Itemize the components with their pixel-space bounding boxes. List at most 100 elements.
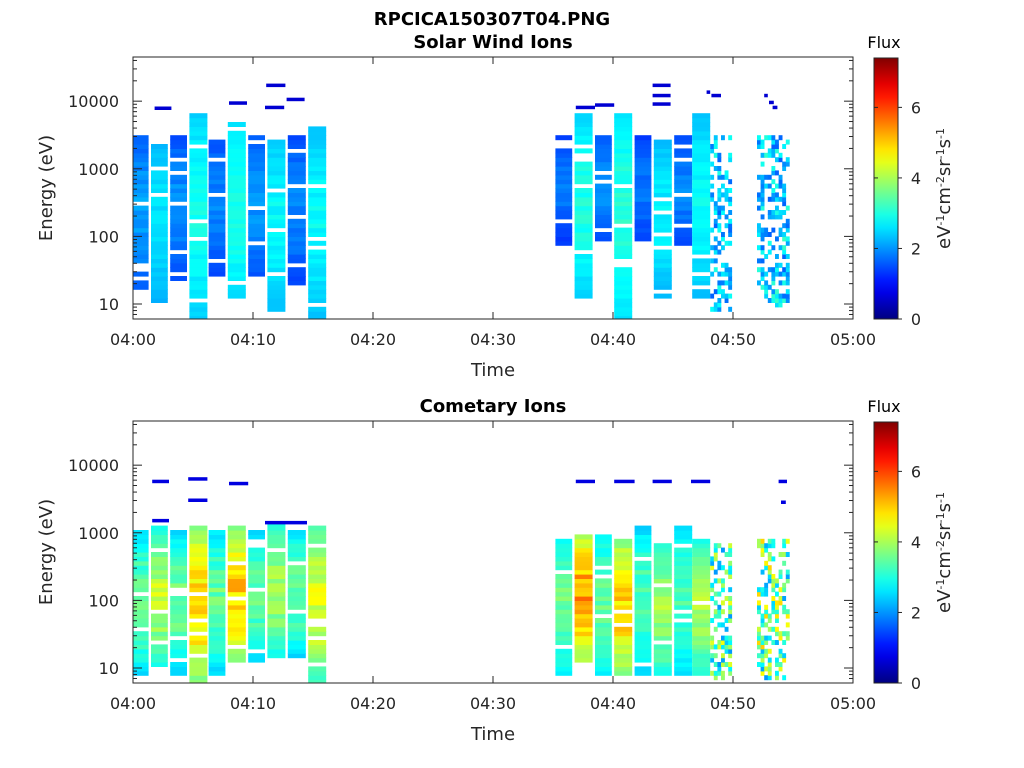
- spectrogram-cell: [151, 534, 168, 540]
- spectrogram-cell: [287, 565, 306, 571]
- spectrogram-cell: [189, 289, 208, 295]
- spectrogram-cell: [227, 122, 246, 127]
- spectrogram-cell: [724, 196, 729, 202]
- spectrogram-cell: [267, 157, 286, 163]
- spectrogram-cell: [614, 653, 633, 659]
- spectrogram-cell: [692, 210, 711, 215]
- spectrogram-cell: [248, 644, 265, 650]
- spectrogram-cell: [767, 670, 772, 676]
- spectrogram-cell: [674, 626, 693, 632]
- spectrogram-cell: [778, 245, 783, 251]
- spectrogram-cell: [692, 179, 711, 185]
- spectrogram-cell: [653, 276, 672, 281]
- spectrogram-cell: [728, 552, 733, 557]
- spectrogram-cell: [287, 271, 306, 277]
- spectrogram-cell: [614, 179, 633, 185]
- spectrogram-cell: [764, 543, 769, 549]
- spectrogram-cell: [728, 618, 733, 623]
- spectrogram-cell: [308, 179, 327, 185]
- spectrogram-cell: [713, 144, 718, 149]
- spectrogram-cell: [574, 210, 593, 215]
- spectrogram-cell: [133, 596, 149, 601]
- spectrogram-cell: [674, 653, 693, 659]
- spectrogram-cell: [728, 179, 733, 185]
- spectrogram-cell: [208, 249, 226, 255]
- spectrogram-cell: [574, 657, 593, 663]
- spectrogram-cell: [267, 258, 286, 264]
- spectrogram-cell: [248, 183, 265, 189]
- spectrogram-cell: [724, 648, 729, 654]
- spectrogram-cell: [634, 582, 652, 588]
- spectrogram-cell: [771, 166, 776, 171]
- spectrogram-cell: [555, 604, 573, 610]
- spectrogram-cell: [574, 582, 593, 588]
- spectrogram-cell: [133, 622, 149, 628]
- spectrogram-cell: [760, 538, 765, 544]
- spectrogram-cell: [692, 245, 711, 251]
- spectrogram-cell: [170, 578, 187, 584]
- spectrogram-cell: [308, 657, 327, 663]
- spectrogram-cell: [728, 188, 733, 193]
- spectrogram-cell: [692, 613, 711, 619]
- spectrogram-cell: [133, 218, 149, 224]
- spectrogram-cell: [133, 139, 149, 145]
- spectrogram-cell: [721, 582, 725, 588]
- spectrogram-cell: [151, 582, 168, 588]
- spectrogram-cell: [757, 196, 761, 202]
- spectrogram-cell: [778, 227, 783, 233]
- spectrogram-cell: [287, 644, 306, 650]
- spectrogram-cell: [764, 289, 769, 295]
- spectrogram-cell: [674, 135, 693, 141]
- spectrogram-cell: [267, 622, 286, 628]
- spectrogram-cell: [170, 569, 187, 575]
- spectrogram-cell: [653, 240, 672, 246]
- spectrogram-line: [772, 105, 778, 110]
- spectrogram-cell: [692, 157, 711, 163]
- spectrogram-cell: [710, 644, 715, 650]
- spectrogram-cell: [757, 174, 761, 180]
- spectrogram-cell: [721, 205, 725, 211]
- spectrogram-cell: [574, 192, 593, 198]
- spectrogram-cell: [189, 670, 208, 676]
- spectrogram-cell: [189, 201, 208, 207]
- spectrogram-cell: [710, 635, 715, 641]
- spectrogram-cell: [760, 657, 765, 663]
- spectrogram-cell: [151, 196, 168, 202]
- spectrogram-cell: [308, 240, 327, 246]
- spectrogram-cell: [189, 596, 208, 601]
- spectrogram-cell: [674, 174, 693, 180]
- spectrogram-cell: [308, 223, 327, 229]
- spectrogram-cell: [170, 236, 187, 242]
- spectrogram-cell: [764, 254, 769, 259]
- spectrogram-cell: [227, 267, 246, 273]
- spectrogram-cell: [721, 232, 725, 237]
- spectrogram-cell: [287, 622, 306, 628]
- spectrogram-cell: [267, 205, 286, 211]
- spectrogram-cell: [653, 188, 672, 193]
- colorbar-tick-label: 0: [911, 674, 921, 693]
- spectrogram-cell: [614, 547, 633, 553]
- spectrogram-cell: [692, 640, 711, 645]
- spectrogram-cell: [653, 635, 672, 641]
- spectrogram-cell: [170, 245, 187, 251]
- spectrogram-cell: [555, 196, 573, 202]
- spectrogram-cell: [710, 587, 715, 593]
- spectrogram-cell: [595, 618, 612, 623]
- spectrogram-cell: [189, 306, 208, 312]
- spectrogram-cell: [227, 591, 246, 597]
- spectrogram-cell: [151, 565, 168, 571]
- spectrogram-cell: [653, 284, 672, 290]
- spectrogram-cell: [674, 657, 693, 663]
- spectrogram-cell: [189, 657, 208, 663]
- spectrogram-cell: [717, 214, 722, 220]
- spectrogram-cell: [653, 271, 672, 277]
- spectrogram-cell: [760, 653, 765, 659]
- spectrogram-cell: [189, 166, 208, 171]
- spectrogram-cell: [713, 289, 718, 295]
- spectrogram-cell: [653, 267, 672, 273]
- spectrogram-cell: [308, 596, 327, 601]
- spectrogram-cell: [717, 271, 722, 277]
- spectrogram-cell: [713, 644, 718, 650]
- spectrogram-cell: [595, 223, 612, 229]
- spectrogram-cell: [764, 648, 769, 654]
